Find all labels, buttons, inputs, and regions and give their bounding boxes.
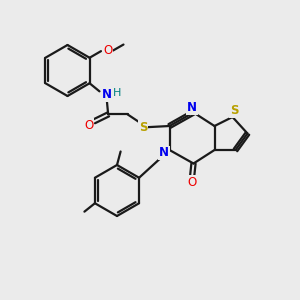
- Text: N: N: [159, 146, 169, 160]
- Text: H: H: [112, 88, 121, 98]
- Text: O: O: [84, 119, 93, 132]
- Text: N: N: [102, 88, 112, 101]
- Text: S: S: [230, 104, 238, 118]
- Text: O: O: [188, 176, 196, 189]
- Text: O: O: [103, 44, 112, 57]
- Text: N: N: [187, 100, 197, 114]
- Text: S: S: [139, 121, 148, 134]
